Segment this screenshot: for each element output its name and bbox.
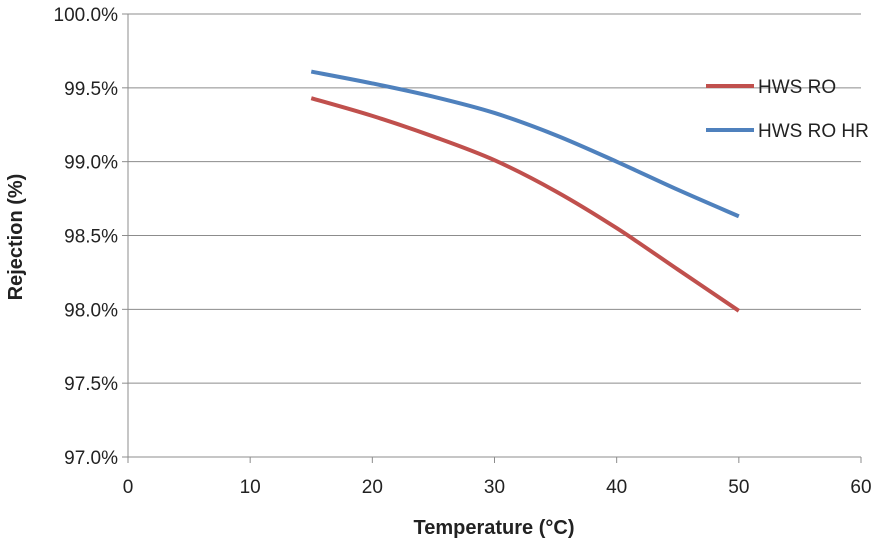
x-tick-label: 0 (123, 477, 134, 498)
legend-label-hws-ro: HWS RO (758, 77, 836, 98)
y-tick-label: 97.5% (64, 374, 118, 395)
axes: 97.0% 97.5% 98.0% 98.5% 99.0% 99.5% 100.0% 0 10 2… (54, 5, 872, 498)
y-tick-label: 97.0% (64, 448, 118, 469)
gridlines (128, 13, 861, 458)
y-tick-label: 99.0% (64, 153, 118, 174)
legend: HWS RO HWS RO HR (706, 77, 869, 142)
x-tick-label: 20 (362, 477, 383, 498)
series-line-hws-ro-hr (310, 69, 740, 219)
y-tick-label: 100.0% (54, 5, 119, 26)
x-tick-label: 60 (850, 477, 871, 498)
y-axis-title: Rejection (%) (5, 174, 27, 301)
series-lines (310, 69, 740, 313)
x-tick-label: 30 (484, 477, 505, 498)
y-tick-label: 99.5% (64, 79, 118, 100)
y-tick-label: 98.5% (64, 227, 118, 248)
legend-label-hws-ro-hr: HWS RO HR (758, 121, 869, 142)
x-tick-label: 50 (728, 477, 749, 498)
x-tick-label: 10 (240, 477, 261, 498)
x-tick-label: 40 (606, 477, 627, 498)
x-axis-title: Temperature (°C) (414, 517, 575, 539)
y-tick-label: 98.0% (64, 300, 118, 321)
series-line-hws-ro (310, 96, 740, 313)
